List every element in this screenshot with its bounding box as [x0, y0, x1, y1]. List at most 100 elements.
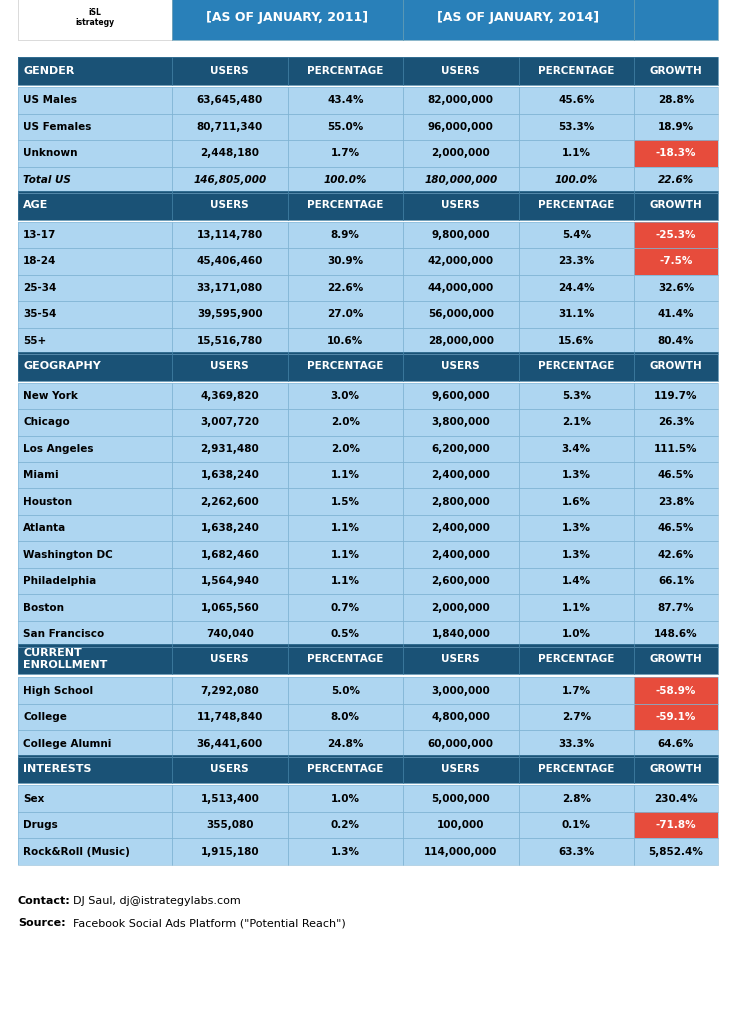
- Bar: [403, 114, 518, 140]
- Bar: [172, 191, 288, 219]
- Text: 2,600,000: 2,600,000: [431, 577, 490, 587]
- Text: -59.1%: -59.1%: [656, 713, 696, 723]
- Bar: [172, 786, 288, 812]
- Bar: [634, 677, 718, 704]
- Text: 111.5%: 111.5%: [654, 444, 698, 454]
- Text: -58.9%: -58.9%: [656, 686, 696, 695]
- Bar: [403, 248, 518, 274]
- Text: 5,852.4%: 5,852.4%: [648, 847, 704, 857]
- Bar: [518, 704, 634, 731]
- Bar: [18, 301, 172, 328]
- Text: 3.4%: 3.4%: [562, 444, 591, 454]
- Bar: [288, 274, 403, 301]
- Bar: [18, 274, 172, 301]
- Text: 2,400,000: 2,400,000: [431, 524, 490, 533]
- Bar: [18, 568, 172, 595]
- Text: USERS: USERS: [210, 200, 249, 210]
- Bar: [634, 352, 718, 381]
- Bar: [403, 812, 518, 838]
- Bar: [518, 621, 634, 648]
- Bar: [172, 541, 288, 568]
- Bar: [518, 409, 634, 435]
- Bar: [18, 838, 172, 865]
- Bar: [18, 166, 172, 193]
- Bar: [634, 328, 718, 354]
- Text: 27.0%: 27.0%: [327, 310, 364, 320]
- Bar: [634, 383, 718, 409]
- Text: 45.6%: 45.6%: [558, 95, 595, 106]
- Bar: [172, 488, 288, 515]
- Bar: [288, 838, 403, 865]
- Bar: [634, 87, 718, 114]
- Text: PERCENTAGE: PERCENTAGE: [307, 66, 383, 76]
- Text: USERS: USERS: [442, 66, 480, 76]
- Bar: [634, 595, 718, 621]
- Bar: [634, 301, 718, 328]
- Bar: [518, 488, 634, 515]
- Bar: [18, 87, 172, 114]
- Text: 1,513,400: 1,513,400: [200, 794, 259, 804]
- Bar: [172, 352, 288, 381]
- Bar: [288, 409, 403, 435]
- Bar: [403, 191, 518, 219]
- Bar: [634, 301, 718, 328]
- Bar: [172, 87, 288, 114]
- Bar: [634, 191, 718, 219]
- Text: 2.1%: 2.1%: [562, 417, 591, 427]
- Bar: [288, 140, 403, 166]
- Text: Source:: Source:: [18, 919, 66, 929]
- Bar: [18, 248, 172, 274]
- Bar: [634, 87, 718, 114]
- Text: Washington DC: Washington DC: [23, 550, 113, 559]
- Bar: [18, 114, 172, 140]
- Bar: [288, 409, 403, 435]
- Bar: [518, 383, 634, 409]
- Bar: [172, 248, 288, 274]
- Bar: [518, 114, 634, 140]
- Bar: [288, 488, 403, 515]
- Bar: [403, 221, 518, 248]
- Bar: [288, 644, 403, 674]
- Bar: [518, 644, 634, 674]
- Text: 1,638,240: 1,638,240: [200, 524, 259, 533]
- Text: Unknown: Unknown: [23, 148, 77, 158]
- Bar: [518, 191, 634, 219]
- Bar: [403, 383, 518, 409]
- Bar: [18, 677, 172, 704]
- Text: [AS OF JANUARY, 2011]: [AS OF JANUARY, 2011]: [206, 11, 369, 24]
- Bar: [18, 541, 172, 568]
- Bar: [518, 57, 634, 85]
- Bar: [172, 0, 403, 40]
- Bar: [172, 140, 288, 166]
- Text: USERS: USERS: [210, 66, 249, 76]
- Bar: [403, 383, 518, 409]
- Text: 230.4%: 230.4%: [654, 794, 698, 804]
- Bar: [288, 383, 403, 409]
- Bar: [518, 383, 634, 409]
- Text: 0.2%: 0.2%: [330, 820, 360, 830]
- Bar: [288, 191, 403, 219]
- Text: 8.0%: 8.0%: [330, 713, 360, 723]
- Bar: [403, 435, 518, 462]
- Bar: [18, 140, 172, 166]
- Bar: [18, 644, 172, 674]
- Bar: [172, 435, 288, 462]
- Text: USERS: USERS: [442, 361, 480, 371]
- Bar: [172, 409, 288, 435]
- Bar: [403, 57, 518, 85]
- Bar: [403, 731, 518, 757]
- Bar: [288, 166, 403, 193]
- Text: 26.3%: 26.3%: [658, 417, 694, 427]
- Bar: [172, 621, 288, 648]
- Bar: [403, 274, 518, 301]
- Text: PERCENTAGE: PERCENTAGE: [307, 361, 383, 371]
- Bar: [403, 515, 518, 541]
- Bar: [634, 140, 718, 166]
- Bar: [288, 221, 403, 248]
- Text: 3,800,000: 3,800,000: [431, 417, 490, 427]
- Bar: [172, 812, 288, 838]
- Bar: [403, 114, 518, 140]
- Bar: [518, 677, 634, 704]
- Bar: [172, 114, 288, 140]
- Bar: [634, 0, 718, 40]
